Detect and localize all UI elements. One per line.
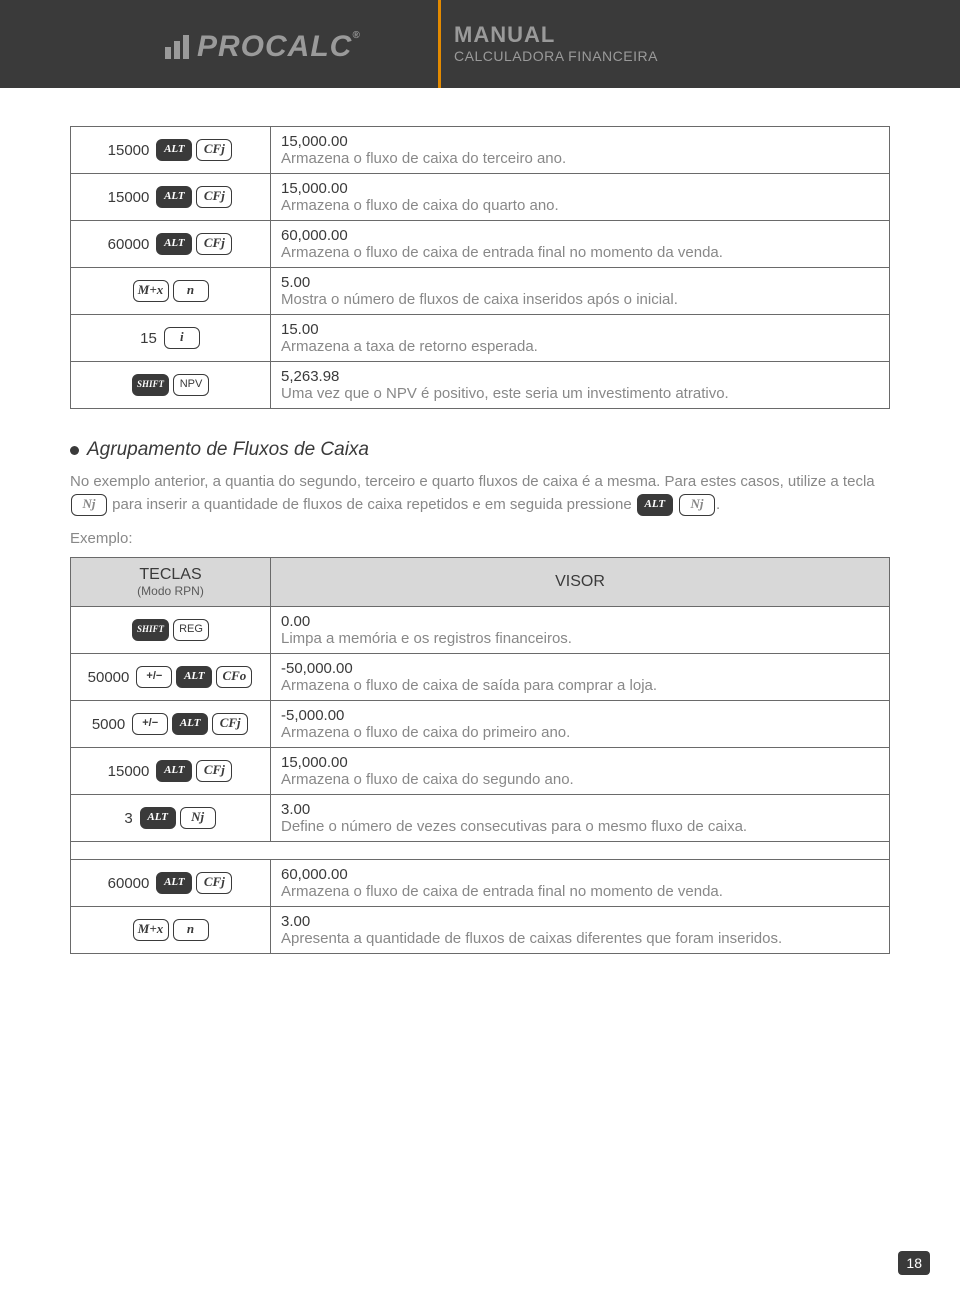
example-table-1: 15000ALTCFj 15,000.00Armazena o fluxo de…: [70, 126, 890, 409]
exemplo-label: Exemplo:: [70, 530, 890, 547]
key-cfj: CFj: [196, 760, 232, 782]
key-alt: ALT: [156, 139, 192, 161]
table-row: M+xn 3.00Apresenta a quantidade de fluxo…: [71, 907, 890, 954]
section-title: Agrupamento de Fluxos de Caixa: [70, 439, 890, 461]
example-table-2: TECLAS (Modo RPN) VISOR SHIFTREG 0.00Lim…: [70, 557, 890, 954]
key-shift: SHIFT: [132, 374, 169, 396]
table-row: 5000+/−ALTCFj -5,000.00Armazena o fluxo …: [71, 701, 890, 748]
key-reg: REG: [173, 619, 209, 641]
key-nj-inline: Nj: [71, 494, 107, 516]
brand-icon: [165, 35, 189, 59]
key-alt: ALT: [140, 807, 176, 829]
key-npv: NPV: [173, 374, 209, 396]
key-shift: SHIFT: [132, 619, 169, 641]
key-cfj: CFj: [196, 186, 232, 208]
table-row: 3ALTNj 3.00Define o número de vezes cons…: [71, 795, 890, 842]
key-nj: Nj: [180, 807, 216, 829]
table2-head-visor: VISOR: [271, 558, 890, 607]
key-mx: M+x: [133, 280, 169, 302]
key-: +/−: [132, 713, 168, 735]
header-bar: PROCALC® MANUAL CALCULADORA FINANCEIRA: [0, 0, 960, 88]
key-n: n: [173, 280, 209, 302]
key-cfj: CFj: [196, 233, 232, 255]
table-row: 15000ALTCFj 15,000.00Armazena o fluxo de…: [71, 748, 890, 795]
brand: PROCALC®: [165, 30, 361, 64]
key-cfj: CFj: [196, 872, 232, 894]
table-row: 50000+/−ALTCFo -50,000.00Armazena o flux…: [71, 654, 890, 701]
key-alt: ALT: [172, 713, 208, 735]
key-alt: ALT: [156, 233, 192, 255]
key-alt-inline: ALT: [637, 494, 673, 516]
key-i: i: [164, 327, 200, 349]
table-row: 60000ALTCFj 60,000.00Armazena o fluxo de…: [71, 860, 890, 907]
table-row: 15000ALTCFj 15,000.00Armazena o fluxo de…: [71, 127, 890, 174]
key-alt: ALT: [156, 872, 192, 894]
section-title-text: Agrupamento de Fluxos de Caixa: [87, 439, 369, 461]
key-cfo: CFo: [216, 666, 252, 688]
key-alt: ALT: [156, 760, 192, 782]
key-alt: ALT: [156, 186, 192, 208]
table-row: 15000ALTCFj 15,000.00Armazena o fluxo de…: [71, 174, 890, 221]
table-row: 15i 15.00Armazena a taxa de retorno espe…: [71, 315, 890, 362]
manual-block: MANUAL CALCULADORA FINANCEIRA: [454, 22, 658, 64]
table-row: 60000ALTCFj 60,000.00Armazena o fluxo de…: [71, 221, 890, 268]
bullet-icon: [70, 446, 79, 455]
key-: +/−: [136, 666, 172, 688]
page-number: 18: [898, 1251, 930, 1275]
key-alt: ALT: [176, 666, 212, 688]
key-cfj: CFj: [212, 713, 248, 735]
table-row: SHIFTREG 0.00Limpa a memória e os regist…: [71, 607, 890, 654]
brand-text: PROCALC®: [197, 30, 361, 64]
key-nj-inline-2: Nj: [679, 494, 715, 516]
table-row: SHIFTNPV 5,263.98Uma vez que o NPV é pos…: [71, 362, 890, 409]
key-cfj: CFj: [196, 139, 232, 161]
manual-title: MANUAL: [454, 22, 658, 48]
section-body: No exemplo anterior, a quantia do segund…: [70, 471, 890, 516]
manual-subtitle: CALCULADORA FINANCEIRA: [454, 48, 658, 64]
key-mx: M+x: [133, 919, 169, 941]
table-row: M+xn 5.00Mostra o número de fluxos de ca…: [71, 268, 890, 315]
key-n: n: [173, 919, 209, 941]
table2-head-keys: TECLAS (Modo RPN): [71, 558, 271, 607]
header-divider: [438, 0, 441, 88]
